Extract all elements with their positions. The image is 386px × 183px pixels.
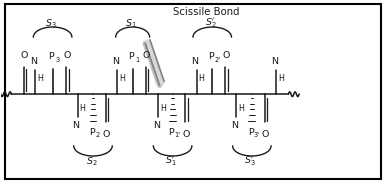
Text: N: N [72, 121, 79, 130]
Text: H: H [79, 104, 85, 113]
Text: N: N [112, 57, 119, 66]
Text: O: O [222, 51, 229, 60]
Text: P: P [89, 128, 95, 137]
Text: N: N [231, 121, 238, 130]
Text: 1: 1 [135, 57, 139, 63]
Text: 3': 3' [254, 132, 260, 138]
Text: H: H [37, 74, 43, 83]
Text: Scissile Bond: Scissile Bond [173, 8, 240, 18]
Text: P: P [169, 128, 174, 137]
Text: O: O [63, 51, 71, 60]
Text: P: P [248, 128, 254, 137]
Text: $S_3'$: $S_3'$ [244, 155, 256, 168]
Text: 2': 2' [214, 57, 220, 63]
Text: O: O [183, 130, 190, 139]
Text: O: O [143, 51, 150, 60]
Text: H: H [198, 74, 205, 83]
Text: 3: 3 [55, 57, 59, 63]
Text: O: O [103, 130, 110, 139]
Text: O: O [21, 51, 28, 60]
Text: 2: 2 [96, 132, 100, 138]
Text: N: N [191, 57, 198, 66]
Text: H: H [160, 104, 166, 113]
Text: $S_1$: $S_1$ [125, 17, 137, 30]
Text: $S_3$: $S_3$ [45, 17, 57, 30]
Text: $S_2$: $S_2$ [86, 155, 97, 168]
Text: $S_2'$: $S_2'$ [205, 17, 217, 30]
Text: H: H [238, 104, 244, 113]
Text: O: O [262, 130, 269, 139]
Text: P: P [129, 53, 134, 61]
Text: P: P [49, 53, 54, 61]
Text: H: H [119, 74, 125, 83]
Text: $S_1'$: $S_1'$ [165, 155, 177, 168]
Text: N: N [30, 57, 37, 66]
Text: N: N [271, 57, 278, 66]
FancyBboxPatch shape [5, 4, 381, 179]
Text: 1': 1' [174, 132, 181, 138]
Text: P: P [208, 53, 214, 61]
Text: N: N [153, 121, 160, 130]
Text: H: H [278, 74, 284, 83]
